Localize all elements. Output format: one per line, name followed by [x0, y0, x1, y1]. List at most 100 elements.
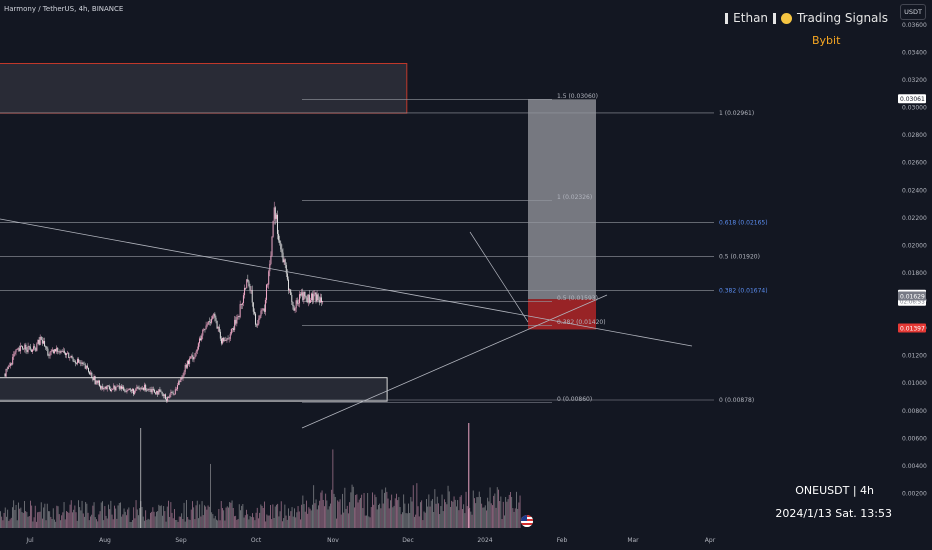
candle-body: [209, 322, 211, 323]
candle-body: [177, 385, 179, 390]
candle-body: [125, 390, 127, 392]
volume-bar: [408, 503, 409, 528]
volume-bar: [88, 520, 90, 528]
candle-body: [237, 316, 239, 318]
volume-bar: [184, 521, 186, 528]
volume-bar: [470, 511, 472, 528]
volume-bar: [3, 512, 5, 528]
candle-body: [134, 390, 136, 395]
volume-bar: [84, 516, 85, 528]
volume-bar: [236, 519, 238, 528]
candle-body: [245, 287, 247, 289]
volume-bar: [225, 507, 227, 528]
volume-bar: [379, 503, 381, 528]
volume-bar: [380, 508, 382, 528]
volume-bar: [288, 508, 289, 528]
candle-body: [93, 376, 95, 381]
volume-bar: [211, 512, 213, 528]
candle-body: [114, 385, 116, 391]
volume-bar: [198, 518, 199, 528]
volume-bar: [391, 494, 393, 528]
volume-bar: [219, 520, 221, 528]
candle-body: [181, 377, 183, 379]
candle-body: [295, 300, 297, 309]
volume-bar: [187, 517, 189, 528]
volume-bar: [190, 509, 192, 528]
volume-bar: [232, 507, 234, 528]
candle-body: [82, 362, 84, 364]
volume-bar: [375, 497, 377, 528]
volume-bar: [169, 516, 171, 528]
volume-bar: [260, 504, 262, 528]
candle-body: [27, 346, 29, 352]
volume-bar: [135, 500, 137, 528]
candle-body: [270, 255, 272, 264]
candle-body: [33, 346, 35, 350]
candle-body: [260, 310, 262, 316]
volume-bar: [399, 507, 401, 528]
candle-body: [220, 338, 222, 344]
currency-button[interactable]: USDT: [900, 4, 926, 20]
volume-bar: [267, 515, 269, 528]
fib-right-label: 0.618 (0.02165): [719, 220, 768, 227]
volume-bar: [404, 503, 406, 528]
candle-body: [14, 352, 16, 355]
volume-bar: [475, 503, 477, 528]
volume-bar: [16, 520, 18, 528]
volume-bar: [180, 516, 181, 528]
volume-bar: [338, 501, 340, 528]
volume-bar: [331, 489, 333, 528]
volume-bar: [157, 511, 159, 528]
volume-bar: [115, 508, 117, 528]
volume-bar: [306, 500, 307, 528]
candle-body: [263, 308, 265, 312]
volume-bar: [238, 504, 240, 528]
volume-bar: [300, 519, 301, 528]
candle-body: [130, 389, 132, 391]
volume-bar: [158, 504, 160, 528]
candle-body: [8, 365, 10, 367]
volume-bar: [44, 503, 46, 528]
volume-bar: [12, 507, 13, 528]
volume-bar: [494, 493, 496, 528]
candle-body: [162, 394, 164, 396]
volume-bar: [496, 487, 498, 528]
volume-bar: [189, 519, 191, 528]
volume-bar: [218, 509, 220, 528]
volume-bar: [231, 500, 233, 528]
volume-bar: [517, 508, 519, 528]
volume-bar: [409, 512, 411, 528]
volume-bar: [477, 497, 479, 528]
candle-body: [250, 290, 252, 291]
volume-bar: [259, 512, 261, 528]
candle-body: [247, 279, 249, 282]
volume-bar: [373, 504, 375, 528]
volume-bar: [349, 502, 351, 528]
volume-bar: [248, 519, 250, 528]
volume-bar: [147, 518, 149, 528]
volume-bar: [46, 503, 48, 528]
volume-bar: [6, 516, 7, 528]
candle-body: [68, 352, 70, 358]
volume-bar: [226, 506, 228, 528]
volume-bar: [438, 503, 439, 528]
volume-bar: [194, 519, 196, 528]
candle-body: [104, 386, 106, 388]
volume-bar: [138, 515, 139, 528]
candle-body: [257, 323, 259, 326]
candle-body: [223, 337, 225, 342]
candle-body: [246, 279, 248, 289]
volume-bar: [24, 500, 25, 528]
volume-bar: [303, 504, 305, 528]
candle-body: [116, 386, 118, 388]
candle-body: [160, 391, 162, 393]
ticker-label: ONEUSDT | 4h: [795, 484, 874, 497]
volume-bar: [308, 507, 310, 528]
x-tick-label: Nov: [327, 537, 339, 544]
us-flag-icon[interactable]: [521, 515, 533, 527]
candle-body: [6, 368, 8, 370]
candle-body: [24, 344, 26, 350]
volume-bar: [201, 501, 203, 528]
candle-body: [217, 327, 219, 329]
